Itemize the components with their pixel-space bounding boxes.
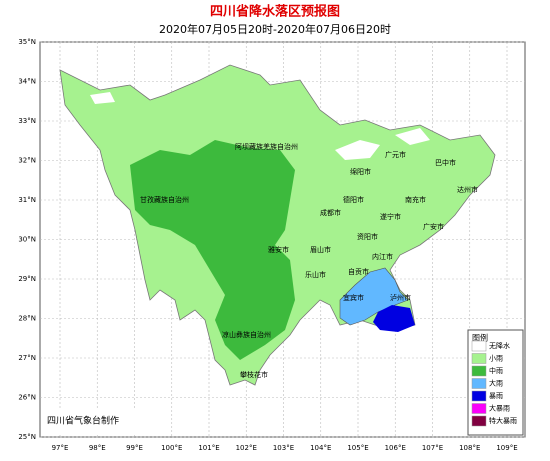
legend-swatch — [471, 415, 487, 427]
place-label: 甘孜藏族自治州 — [140, 195, 189, 204]
heavy-rain-area — [339, 267, 409, 326]
place-label: 广元市 — [385, 150, 406, 159]
lon-label: 101°E — [198, 444, 219, 452]
place-label: 宜宾市 — [343, 293, 364, 302]
legend-swatch — [471, 340, 487, 352]
lon-label: 102°E — [236, 444, 257, 452]
legend-swatch — [471, 378, 487, 389]
place-label: 乐山市 — [305, 270, 326, 279]
place-label: 达州市 — [457, 185, 478, 194]
footer: 四川省气象台制作 — [47, 415, 119, 427]
place-label: 眉山市 — [310, 245, 331, 254]
lat-label: 31°N — [18, 196, 36, 204]
legend-swatch — [471, 353, 487, 364]
subtitle: 2020年07月05日20时-2020年07月06日20时 — [159, 22, 391, 36]
legend-label: 大雨 — [489, 379, 503, 388]
place-label: 内江市 — [372, 252, 393, 261]
lat-label: 32°N — [18, 157, 36, 165]
place-label: 绵阳市 — [350, 167, 371, 176]
title: 四川省降水落区预报图 — [210, 4, 340, 20]
rainstorm-area — [373, 305, 415, 332]
place-label: 攀枝花市 — [240, 370, 268, 379]
legend-label: 小雨 — [489, 354, 503, 363]
place-label: 成都市 — [320, 208, 341, 217]
place-label: 自贡市 — [348, 267, 369, 276]
lon-label: 99°E — [126, 444, 143, 452]
place-label: 凉山彝族自治州 — [222, 330, 271, 339]
moderate-rain-area — [130, 140, 295, 360]
lon-label: 107°E — [422, 444, 443, 452]
legend-swatch — [471, 365, 487, 377]
lon-label: 105°E — [347, 444, 368, 452]
lat-label: 25°N — [18, 433, 36, 441]
legend-label: 大暴雨 — [489, 404, 510, 413]
place-label: 资阳市 — [357, 232, 378, 241]
legend-swatch — [471, 403, 487, 414]
lon-label: 100°E — [161, 444, 182, 452]
lon-label: 97°E — [52, 444, 69, 452]
legend-label: 无降水 — [489, 341, 510, 350]
place-label: 遂宁市 — [380, 212, 401, 221]
lat-label: 30°N — [18, 236, 36, 244]
place-label: 广安市 — [423, 222, 444, 231]
lat-label: 29°N — [18, 275, 36, 283]
lat-label: 28°N — [18, 315, 36, 323]
legend-title: 图例 — [472, 333, 488, 343]
place-label: 雅安市 — [268, 245, 289, 254]
lat-label: 35°N — [18, 38, 36, 46]
lon-label: 103°E — [273, 444, 294, 452]
lon-label: 98°E — [89, 444, 106, 452]
place-label: 阿坝藏族羌族自治州 — [235, 142, 298, 151]
legend-label: 中雨 — [489, 366, 503, 375]
footer-box — [42, 408, 152, 435]
place-label: 南充市 — [405, 195, 426, 204]
place-label: 泸州市 — [390, 293, 411, 302]
legend-label: 暴雨 — [489, 392, 503, 400]
lon-label: 104°E — [310, 444, 331, 452]
lat-label: 33°N — [18, 117, 36, 125]
lon-label: 108°E — [459, 444, 480, 452]
place-label: 巴中市 — [435, 158, 456, 167]
place-label: 德阳市 — [343, 195, 364, 204]
legend-swatch — [471, 390, 487, 402]
lat-label: 26°N — [18, 394, 36, 402]
lon-label: 109°E — [496, 444, 517, 452]
lon-label: 106°E — [385, 444, 406, 452]
legend-label: 特大暴雨 — [489, 416, 517, 425]
lat-label: 34°N — [18, 78, 36, 86]
lat-label: 27°N — [18, 354, 36, 362]
